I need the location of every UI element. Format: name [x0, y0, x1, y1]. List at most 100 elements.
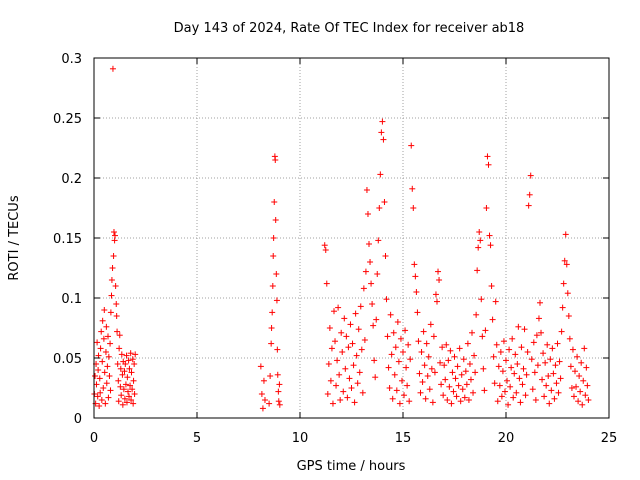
data-point [578, 359, 585, 366]
data-point [122, 381, 129, 388]
data-point [484, 153, 491, 160]
data-point [562, 231, 569, 238]
data-point [272, 157, 279, 163]
data-point [565, 313, 572, 319]
data-point [381, 199, 388, 205]
data-point [115, 398, 122, 405]
data-point [442, 376, 449, 383]
data-point [479, 333, 486, 340]
data-point [98, 328, 105, 335]
data-point [488, 283, 495, 289]
data-point [107, 309, 114, 316]
data-point [517, 399, 524, 406]
data-point [371, 357, 378, 364]
data-point [463, 381, 470, 388]
data-point [131, 391, 138, 397]
data-point [361, 337, 368, 343]
data-point [270, 235, 277, 241]
data-point [354, 380, 361, 387]
data-point [532, 397, 539, 403]
data-point [360, 285, 367, 292]
data-point [410, 205, 417, 211]
data-point [478, 296, 485, 303]
data-point [548, 387, 555, 394]
data-point [364, 211, 371, 217]
data-point [560, 280, 567, 287]
data-point [257, 363, 264, 370]
data-point [397, 335, 404, 342]
data-point [127, 382, 134, 389]
data-point [583, 364, 590, 371]
data-point [346, 375, 353, 382]
data-point [94, 393, 101, 400]
data-point [336, 371, 343, 378]
data-point [388, 351, 395, 358]
data-point [329, 400, 336, 407]
data-point [108, 292, 115, 299]
data-point [128, 397, 135, 403]
y-tick-label: 0.1 [61, 292, 82, 307]
data-point [527, 172, 534, 179]
data-point [524, 349, 531, 355]
data-point [363, 187, 370, 193]
data-point [443, 341, 450, 348]
data-point [501, 388, 508, 395]
data-point [100, 335, 107, 342]
data-point [507, 383, 514, 390]
data-point [511, 370, 518, 377]
data-point [577, 388, 584, 395]
data-point [547, 356, 554, 363]
data-point [475, 244, 482, 251]
data-point [114, 361, 121, 367]
data-point [530, 339, 537, 346]
data-point [472, 369, 479, 376]
data-point [585, 397, 592, 403]
data-point [445, 357, 452, 364]
data-point [441, 362, 448, 369]
data-point [321, 242, 328, 249]
data-point [404, 382, 411, 389]
data-point [356, 369, 363, 376]
data-point [559, 304, 566, 311]
data-point [105, 353, 112, 360]
data-point [458, 371, 465, 378]
data-point [94, 339, 101, 346]
data-point [519, 381, 526, 388]
data-point [407, 356, 414, 363]
data-point [512, 351, 519, 358]
data-point [403, 364, 410, 371]
data-point [339, 349, 346, 355]
data-point [439, 344, 446, 351]
data-point [561, 257, 568, 264]
data-point [267, 373, 274, 379]
data-point [476, 229, 483, 235]
data-point [534, 362, 541, 369]
data-point [482, 327, 489, 334]
data-point [366, 241, 373, 247]
data-point [104, 363, 111, 370]
data-point [518, 344, 525, 351]
data-point [545, 373, 552, 379]
y-axis-label: ROTI / TECUs [7, 195, 22, 280]
data-point [101, 369, 108, 376]
data-point [429, 399, 436, 406]
data-point [390, 329, 397, 336]
data-point [126, 365, 133, 372]
y-tick-label: 0 [74, 412, 82, 427]
data-point [101, 307, 108, 313]
data-point [563, 261, 570, 268]
data-point [325, 361, 332, 367]
data-point [533, 332, 540, 339]
data-point [377, 171, 384, 178]
data-point [529, 386, 536, 393]
data-point [400, 349, 406, 355]
data-point [125, 357, 132, 364]
data-point [274, 346, 281, 353]
data-point [444, 397, 451, 403]
data-point [369, 301, 376, 307]
data-point [427, 321, 434, 328]
data-point [544, 341, 551, 348]
data-point [567, 363, 574, 370]
data-point [525, 202, 532, 209]
data-point [333, 382, 340, 389]
